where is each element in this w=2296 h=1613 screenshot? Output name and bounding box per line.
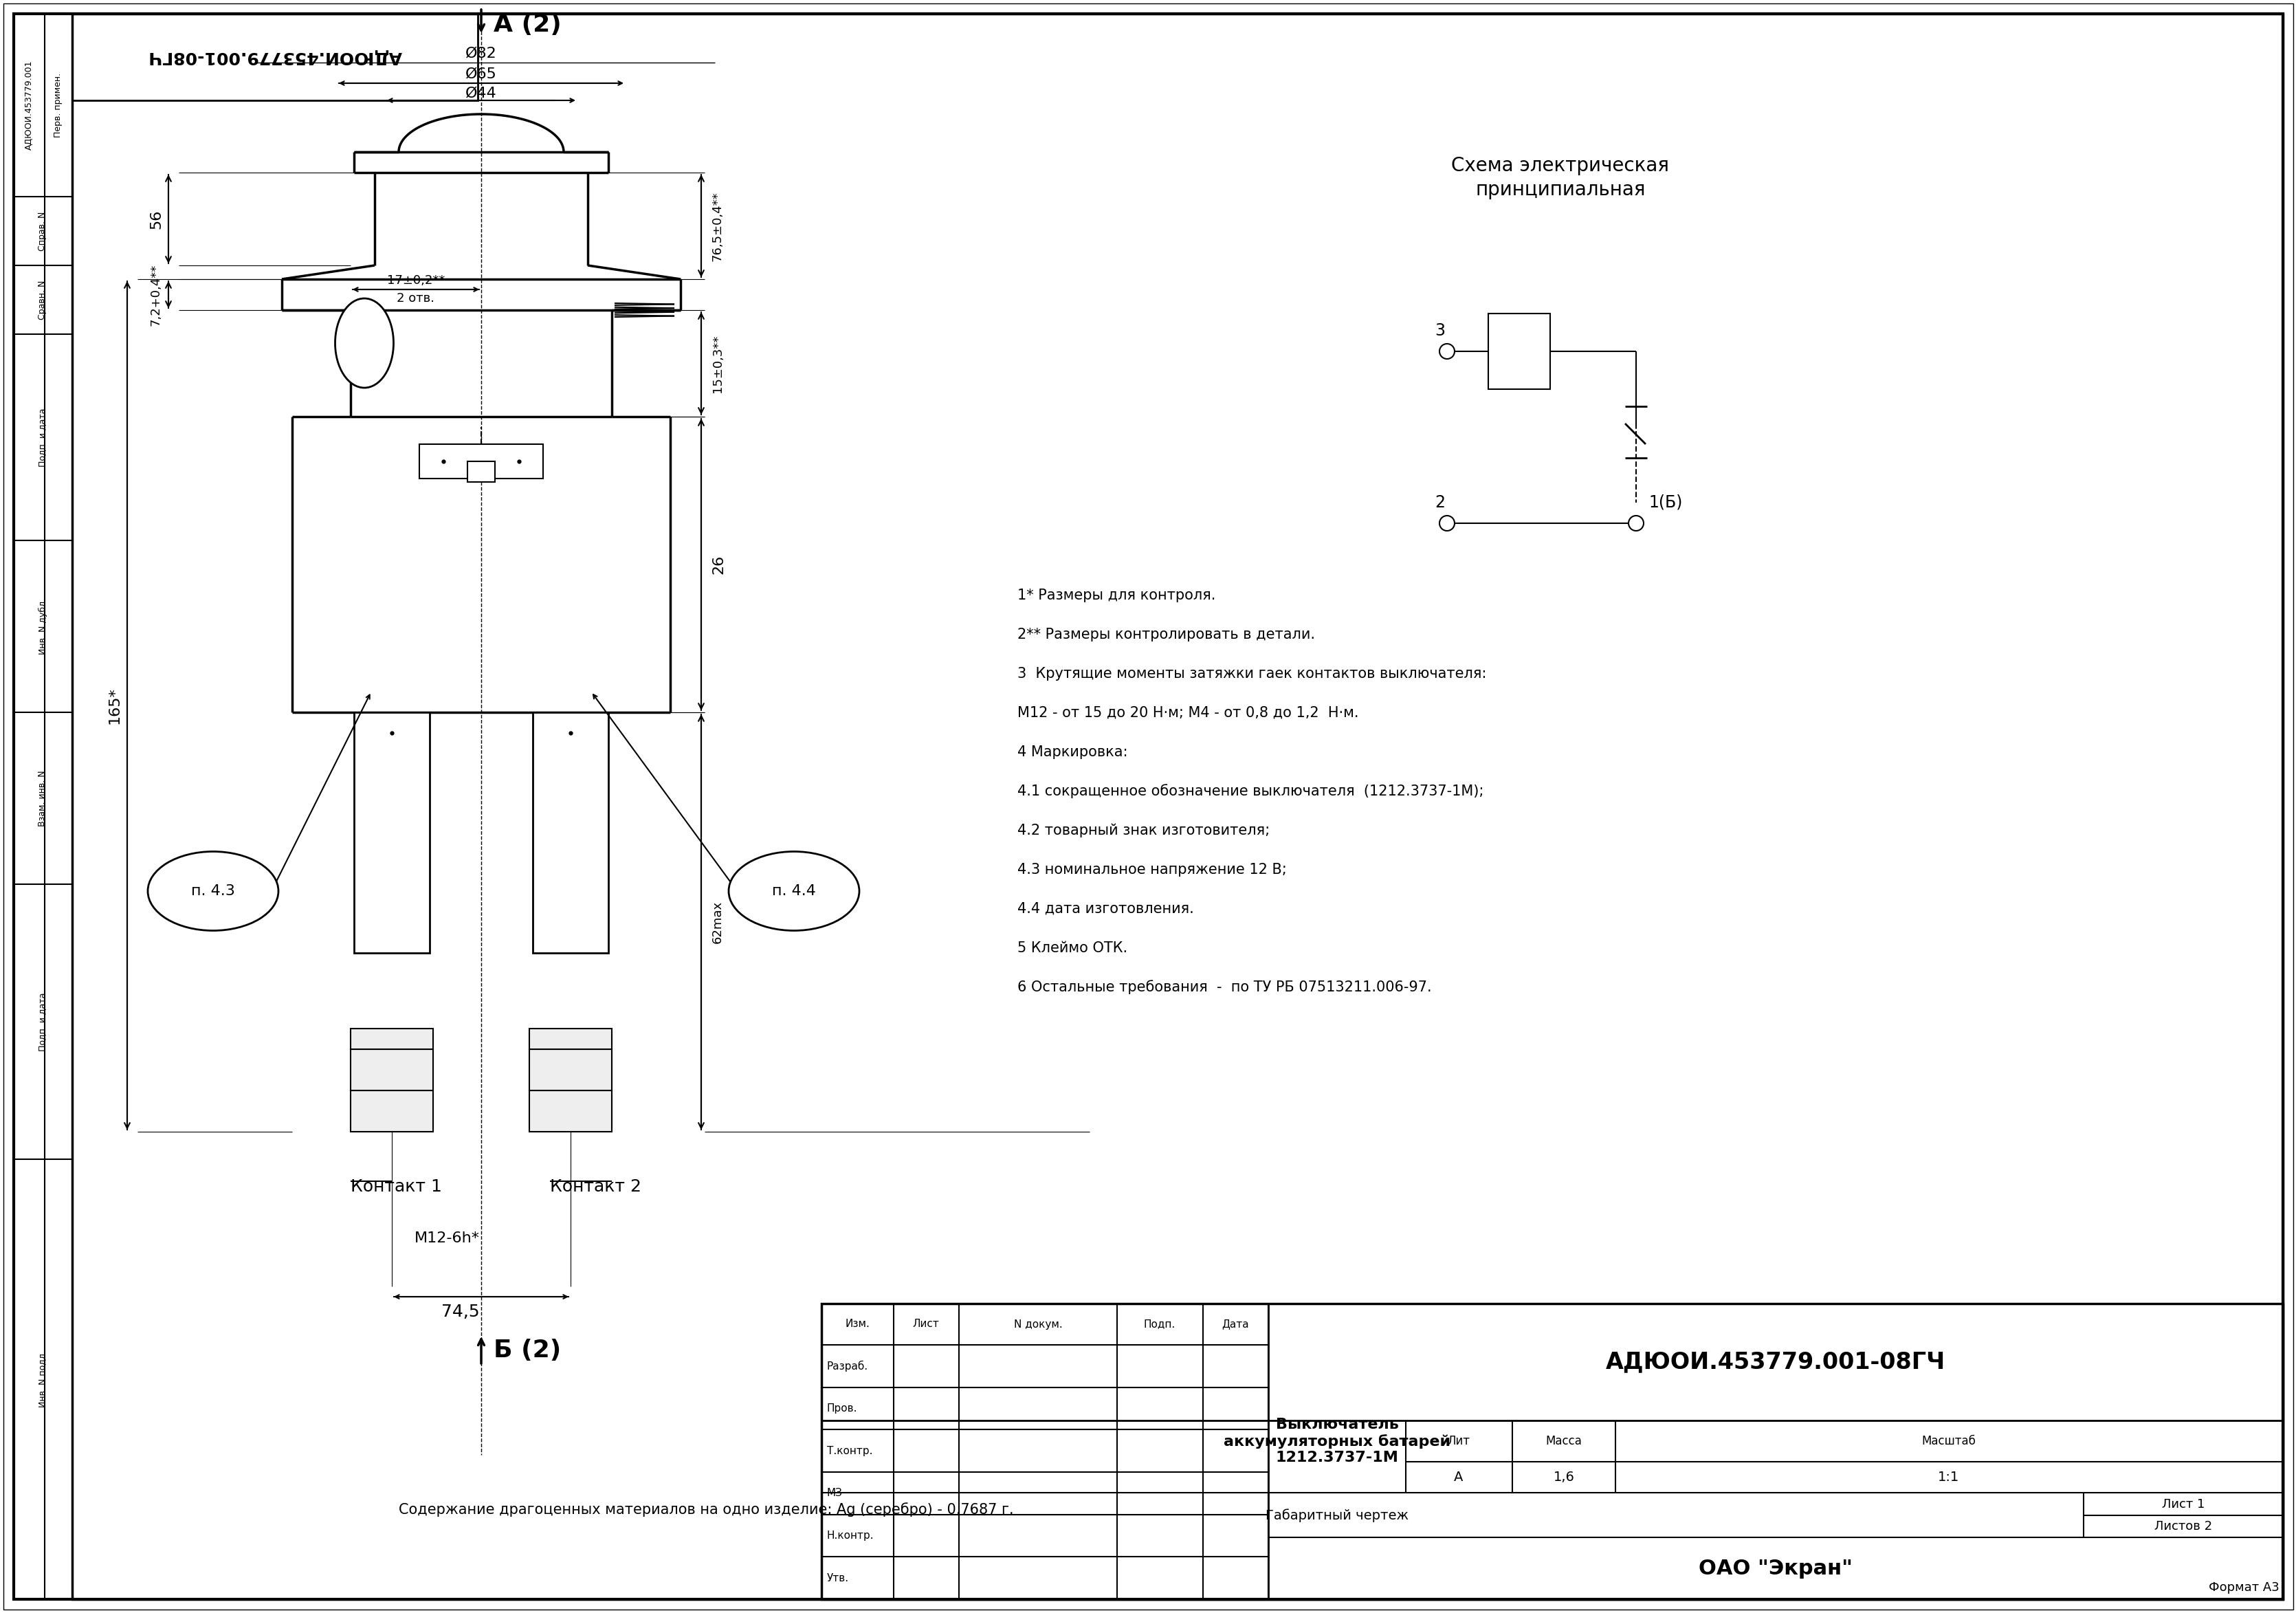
Text: Разраб.: Разраб. [827, 1360, 868, 1371]
Text: 4 Маркировка:: 4 Маркировка: [1017, 745, 1127, 760]
Text: Инв. N дубл.: Инв. N дубл. [39, 598, 48, 655]
Text: принципиальная: принципиальная [1474, 181, 1644, 200]
Text: Ø82: Ø82 [466, 47, 496, 61]
Bar [468, 461, 496, 482]
Text: 3  Крутящие моменты затяжки гаек контактов выключателя:: 3 Крутящие моменты затяжки гаек контакто… [1017, 666, 1486, 681]
Bar [533, 713, 608, 953]
Text: 6 Остальные требования  -  по ТУ РБ 07513211.006-97.: 6 Остальные требования - по ТУ РБ 075132… [1017, 981, 1430, 995]
Text: М12 - от 15 до 20 Н·м; М4 - от 0,8 до 1,2  Н·м.: М12 - от 15 до 20 Н·м; М4 - от 0,8 до 1,… [1017, 706, 1359, 719]
Text: Подп.: Подп. [1143, 1319, 1176, 1329]
Text: Ø44: Ø44 [466, 87, 496, 100]
Text: 4.1 сокращенное обозначение выключателя  (1212.3737-1М);: 4.1 сокращенное обозначение выключателя … [1017, 784, 1483, 798]
Ellipse shape [335, 298, 393, 387]
Text: 56: 56 [149, 210, 163, 229]
Text: 5 Клеймо ОТК.: 5 Клеймо ОТК. [1017, 942, 1127, 955]
Text: Взам. инв. N: Взам. инв. N [39, 769, 48, 826]
Ellipse shape [728, 852, 859, 931]
Text: 4.4 дата изготовления.: 4.4 дата изготовления. [1017, 902, 1194, 916]
Text: Ø65: Ø65 [466, 68, 496, 81]
Text: Масса: Масса [1545, 1436, 1582, 1447]
Text: Лит: Лит [1446, 1436, 1469, 1447]
Text: 1:1: 1:1 [1938, 1471, 1958, 1484]
Text: 76,5±0,4**: 76,5±0,4** [712, 192, 723, 261]
Text: Б (2): Б (2) [494, 1339, 560, 1361]
Text: Контакт 1: Контакт 1 [351, 1179, 441, 1195]
Text: ОАО "Экран": ОАО "Экран" [1699, 1558, 1853, 1578]
Text: Лист: Лист [912, 1319, 939, 1329]
Text: Пров.: Пров. [827, 1403, 856, 1413]
Text: N докум.: N докум. [1013, 1319, 1063, 1329]
Text: Масштаб: Масштаб [1922, 1436, 1975, 1447]
Text: Изм.: Изм. [845, 1319, 870, 1329]
Text: 3: 3 [1435, 323, 1444, 339]
Text: 1(Б): 1(Б) [1649, 494, 1683, 511]
Text: Содержание драгоценных материалов на одно изделие: Ag (серебро) - 0,7687 г.: Содержание драгоценных материалов на одн… [400, 1503, 1013, 1518]
Text: 7,2+0,4**: 7,2+0,4** [149, 265, 163, 326]
Text: АДЮОИ.453779.001: АДЮОИ.453779.001 [25, 60, 34, 150]
Bar [822, 1303, 2282, 1598]
Text: Подп. и дата: Подп. и дата [39, 408, 48, 466]
Bar [351, 1029, 434, 1048]
Bar [420, 444, 542, 479]
Text: Листов 2: Листов 2 [2154, 1519, 2211, 1532]
Text: Сравн. N: Сравн. N [39, 281, 48, 319]
Text: п. 4.3: п. 4.3 [191, 884, 234, 898]
Text: Подп. и дата: Подп. и дата [39, 992, 48, 1052]
Text: п. 4.4: п. 4.4 [771, 884, 815, 898]
Text: Габаритный чертеж: Габаритный чертеж [1265, 1508, 1407, 1523]
Text: 17±0,2**: 17±0,2** [386, 274, 445, 287]
Text: Контакт 2: Контакт 2 [549, 1179, 641, 1195]
Text: Выключатель
аккумуляторных батарей
1212.3737-1М: Выключатель аккумуляторных батарей 1212.… [1224, 1418, 1451, 1465]
Bar [351, 1048, 434, 1090]
Bar [528, 1090, 611, 1132]
Text: Т.контр.: Т.контр. [827, 1445, 872, 1457]
Text: 2 отв.: 2 отв. [397, 292, 434, 305]
Text: АДЮОИ.453779.001-08ГЧ: АДЮОИ.453779.001-08ГЧ [147, 48, 402, 65]
Text: Дата: Дата [1221, 1319, 1249, 1329]
Bar [1488, 313, 1550, 389]
Text: 15±0,3**: 15±0,3** [712, 336, 723, 392]
Text: АДЮОИ.453779.001-08ГЧ: АДЮОИ.453779.001-08ГЧ [1605, 1350, 1945, 1373]
Text: 1* Размеры для контроля.: 1* Размеры для контроля. [1017, 589, 1215, 602]
Text: Лист 1: Лист 1 [2161, 1498, 2204, 1510]
Text: 4.3 номинальное напряжение 12 В;: 4.3 номинальное напряжение 12 В; [1017, 863, 1286, 876]
Text: 74,5: 74,5 [441, 1303, 480, 1319]
Bar [351, 1090, 434, 1132]
Bar [71, 15, 478, 100]
Text: 62max: 62max [712, 900, 723, 944]
Text: 4.2 товарный знак изготовителя;: 4.2 товарный знак изготовителя; [1017, 824, 1270, 837]
Text: Инв. N подл.: Инв. N подл. [39, 1350, 48, 1408]
Text: Перв. примен.: Перв. примен. [53, 73, 62, 137]
Text: МЗ: МЗ [827, 1489, 843, 1498]
Text: Н.контр.: Н.контр. [827, 1531, 875, 1540]
Text: А: А [1453, 1471, 1463, 1484]
Text: А (2): А (2) [494, 13, 560, 37]
Ellipse shape [147, 852, 278, 931]
Text: 165*: 165* [108, 687, 122, 724]
Text: М12-6h*: М12-6h* [413, 1231, 480, 1245]
Text: Формат А3: Формат А3 [2209, 1581, 2280, 1594]
Text: 2: 2 [1435, 494, 1444, 511]
Bar [354, 713, 429, 953]
Text: 26: 26 [712, 555, 726, 574]
Text: Схема электрическая: Схема электрическая [1451, 156, 1669, 176]
Bar [528, 1048, 611, 1090]
Text: 2** Размеры контролировать в детали.: 2** Размеры контролировать в детали. [1017, 627, 1316, 642]
Bar [528, 1029, 611, 1048]
Text: Утв.: Утв. [827, 1573, 850, 1584]
Text: 1,6: 1,6 [1552, 1471, 1575, 1484]
Text: Справ. N: Справ. N [39, 211, 48, 250]
